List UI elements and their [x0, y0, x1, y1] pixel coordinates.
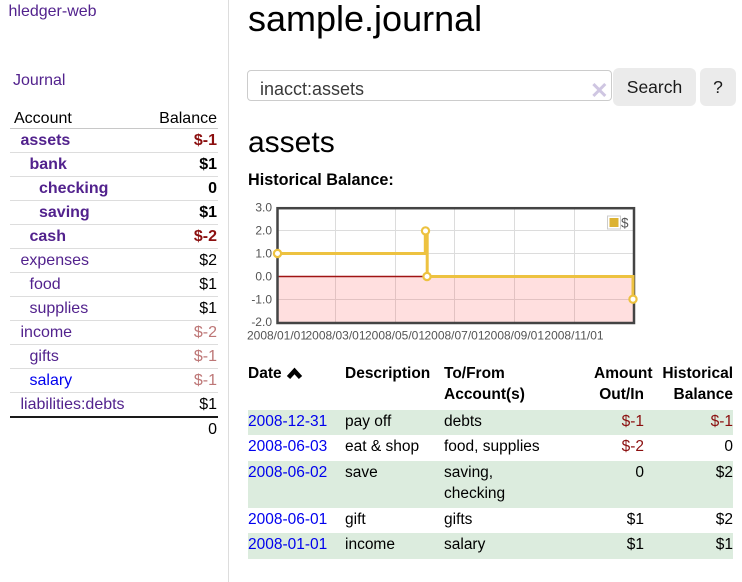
svg-text:-2.0: -2.0 [251, 315, 272, 329]
svg-text:0.0: 0.0 [255, 270, 272, 284]
svg-text:3.0: 3.0 [255, 201, 272, 215]
svg-text:2.0: 2.0 [255, 224, 272, 238]
svg-text:-1.0: -1.0 [251, 293, 272, 307]
svg-text:2008/07/01: 2008/07/01 [424, 329, 484, 343]
svg-text:2008/01/01: 2008/01/01 [247, 329, 307, 343]
svg-text:2008/09/01: 2008/09/01 [484, 329, 544, 343]
svg-text:$: $ [621, 216, 629, 231]
svg-text:2008/11/01: 2008/11/01 [544, 329, 603, 343]
svg-text:1.0: 1.0 [255, 247, 272, 261]
svg-text:2008/05/01: 2008/05/01 [365, 329, 425, 343]
svg-text:2008/03/01: 2008/03/01 [305, 329, 365, 343]
